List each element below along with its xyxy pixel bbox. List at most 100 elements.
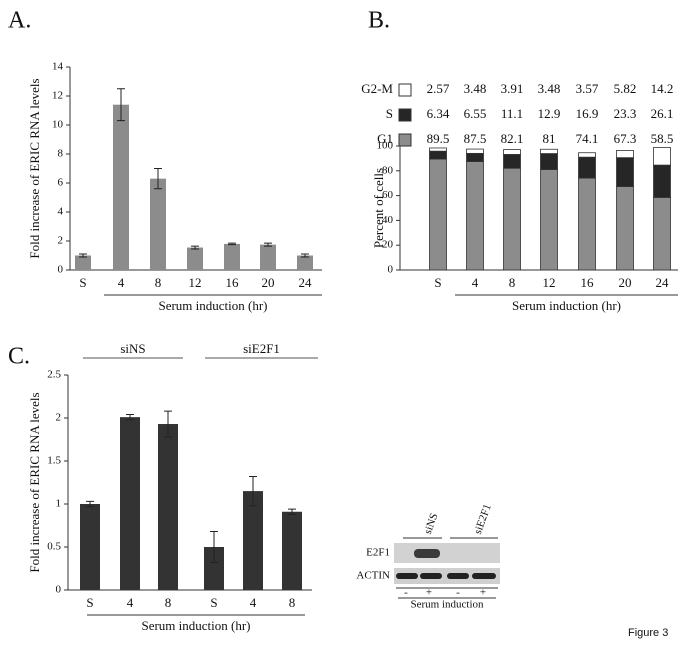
band bbox=[447, 573, 469, 579]
y-tick-label: 4 bbox=[58, 206, 64, 218]
treatment: + bbox=[426, 587, 432, 599]
legend-label: G2-M bbox=[361, 81, 393, 96]
bar-segment bbox=[503, 154, 521, 169]
row-label: E2F1 bbox=[366, 547, 390, 559]
bar bbox=[260, 244, 276, 270]
x-tick-label: 4 bbox=[250, 595, 257, 610]
y-axis-label: Percent of cells bbox=[371, 168, 386, 248]
bar-segment bbox=[578, 156, 596, 179]
treatment-label: Serum induction bbox=[410, 599, 484, 611]
bar-segment bbox=[540, 148, 558, 154]
data-label: 2.57 bbox=[427, 81, 450, 96]
error-bar bbox=[301, 253, 309, 258]
x-tick-label: S bbox=[434, 275, 441, 290]
x-tick-label: 4 bbox=[127, 595, 134, 610]
y-tick-label: 20 bbox=[382, 239, 394, 251]
lane-label: siNS bbox=[422, 512, 441, 536]
x-tick-label: 16 bbox=[226, 275, 240, 290]
bar-segment bbox=[503, 149, 521, 155]
bar-segment bbox=[540, 153, 558, 170]
data-label: 12.9 bbox=[538, 106, 561, 121]
lane-label: siE2F1 bbox=[472, 502, 494, 535]
bar-segment bbox=[578, 152, 596, 158]
error-bar bbox=[86, 500, 94, 508]
data-label: 26.1 bbox=[651, 106, 674, 121]
error-bar bbox=[154, 168, 162, 190]
error-bar bbox=[210, 531, 218, 563]
bar-segment bbox=[616, 157, 634, 187]
x-tick-label: 8 bbox=[165, 595, 172, 610]
bar-segment bbox=[653, 147, 671, 166]
y-tick-label: 80 bbox=[382, 164, 394, 176]
panel-label: C. bbox=[8, 344, 30, 370]
x-tick-label: 24 bbox=[656, 275, 670, 290]
y-axis-label: Fold increase of ERIC RNA levels bbox=[27, 392, 42, 572]
y-tick-label: 14 bbox=[52, 61, 64, 73]
bar bbox=[120, 417, 140, 590]
y-tick-label: 0 bbox=[56, 584, 62, 596]
data-label: 14.2 bbox=[651, 81, 674, 96]
legend-swatch bbox=[398, 108, 412, 122]
y-tick-label: 0 bbox=[388, 264, 394, 276]
bar bbox=[80, 504, 100, 590]
band bbox=[414, 549, 440, 558]
data-label: 3.48 bbox=[538, 81, 561, 96]
group-label: siNS bbox=[120, 341, 145, 356]
figure-label: Figure 3 bbox=[628, 627, 668, 639]
data-label: 67.3 bbox=[614, 131, 637, 146]
x-tick-label: 4 bbox=[118, 275, 125, 290]
bar bbox=[243, 491, 263, 590]
legend-label: S bbox=[386, 106, 393, 121]
bar-segment bbox=[429, 150, 447, 160]
band bbox=[396, 573, 418, 579]
bar-segment bbox=[429, 158, 447, 271]
data-label: 3.48 bbox=[464, 81, 487, 96]
x-tick-label: 12 bbox=[189, 275, 202, 290]
data-label: 87.5 bbox=[464, 131, 487, 146]
error-bar bbox=[79, 253, 87, 258]
y-tick-label: 10 bbox=[52, 119, 64, 131]
bar bbox=[75, 255, 91, 270]
data-label: 74.1 bbox=[576, 131, 599, 146]
bar-segment bbox=[578, 177, 596, 271]
panel-label: A. bbox=[8, 8, 31, 34]
treatment: - bbox=[456, 587, 460, 599]
y-tick-label: 0 bbox=[58, 264, 64, 276]
x-tick-label: 4 bbox=[472, 275, 479, 290]
bar bbox=[158, 424, 178, 590]
data-label: 11.1 bbox=[501, 106, 523, 121]
x-tick-label: 8 bbox=[509, 275, 516, 290]
y-tick-label: 40 bbox=[382, 214, 394, 226]
band bbox=[420, 573, 442, 579]
bar-segment bbox=[466, 148, 484, 154]
x-axis-label: Serum induction (hr) bbox=[512, 298, 621, 313]
y-tick-label: 6 bbox=[58, 177, 64, 189]
x-tick-label: 20 bbox=[619, 275, 632, 290]
y-axis-label: Fold increase of ERIC RNA levels bbox=[27, 78, 42, 258]
x-tick-label: 12 bbox=[543, 275, 556, 290]
bar-segment bbox=[466, 152, 484, 162]
y-tick-label: 12 bbox=[52, 90, 63, 102]
bar bbox=[224, 243, 240, 270]
error-bar bbox=[228, 242, 236, 246]
y-tick-label: 60 bbox=[382, 189, 394, 201]
x-tick-label: 24 bbox=[299, 275, 313, 290]
y-tick-label: 2.5 bbox=[47, 369, 61, 381]
bar-segment bbox=[466, 161, 484, 271]
x-axis-label: Serum induction (hr) bbox=[158, 298, 267, 313]
error-bar bbox=[249, 475, 257, 507]
panel-label: B. bbox=[368, 8, 390, 34]
y-tick-label: 1.5 bbox=[47, 455, 61, 467]
data-label: 6.34 bbox=[427, 106, 450, 121]
bar-segment bbox=[616, 186, 634, 271]
y-tick-label: 0.5 bbox=[47, 541, 61, 553]
data-label: 3.91 bbox=[501, 81, 524, 96]
treatment: - bbox=[404, 587, 408, 599]
x-tick-label: S bbox=[210, 595, 217, 610]
data-label: 81 bbox=[543, 131, 556, 146]
data-label: 89.5 bbox=[427, 131, 450, 146]
bar-segment bbox=[503, 167, 521, 271]
legend-label: G1 bbox=[377, 131, 393, 146]
error-bar bbox=[126, 414, 134, 421]
